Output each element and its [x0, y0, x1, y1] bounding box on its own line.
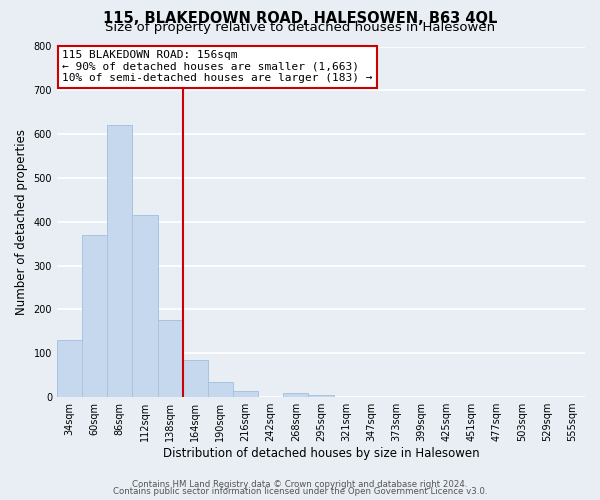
Bar [107, 126, 133, 397]
Bar [158, 320, 182, 397]
Bar [208, 382, 233, 397]
Text: 115, BLAKEDOWN ROAD, HALESOWEN, B63 4QL: 115, BLAKEDOWN ROAD, HALESOWEN, B63 4QL [103, 11, 497, 26]
Bar [283, 392, 308, 397]
Bar [82, 235, 107, 397]
Bar [308, 395, 334, 397]
Text: Size of property relative to detached houses in Halesowen: Size of property relative to detached ho… [105, 22, 495, 35]
Y-axis label: Number of detached properties: Number of detached properties [15, 129, 28, 315]
Bar [57, 340, 82, 397]
Text: Contains public sector information licensed under the Open Government Licence v3: Contains public sector information licen… [113, 487, 487, 496]
X-axis label: Distribution of detached houses by size in Halesowen: Distribution of detached houses by size … [163, 447, 479, 460]
Bar [133, 215, 158, 397]
Text: 115 BLAKEDOWN ROAD: 156sqm
← 90% of detached houses are smaller (1,663)
10% of s: 115 BLAKEDOWN ROAD: 156sqm ← 90% of deta… [62, 50, 373, 83]
Bar [233, 390, 258, 397]
Text: Contains HM Land Registry data © Crown copyright and database right 2024.: Contains HM Land Registry data © Crown c… [132, 480, 468, 489]
Bar [182, 360, 208, 397]
